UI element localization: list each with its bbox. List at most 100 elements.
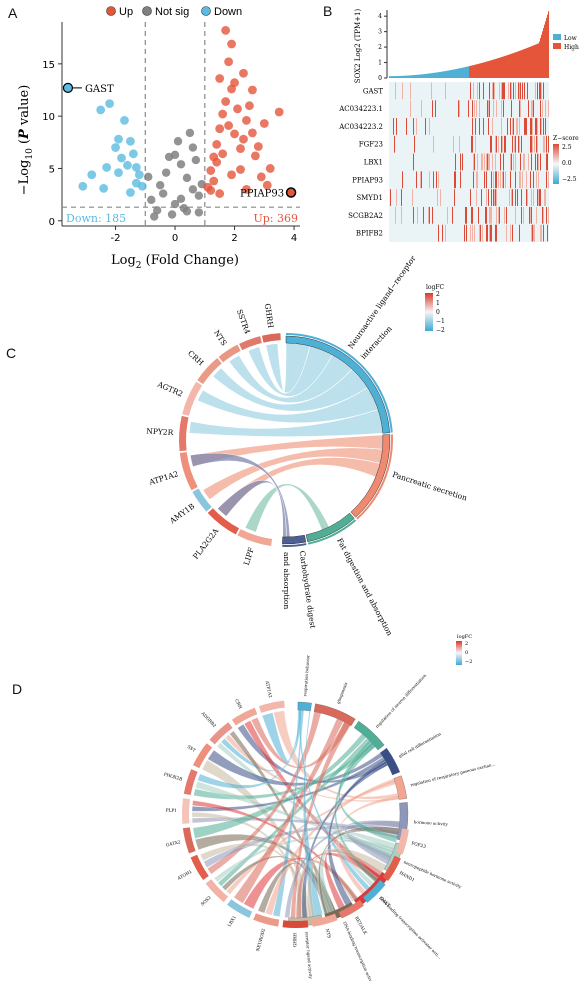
- heatmap-cell: [503, 153, 504, 171]
- expression-bar: [390, 76, 392, 78]
- gene-label: PLP1: [166, 809, 178, 814]
- legend-high-label: High: [564, 44, 579, 51]
- expression-bar: [424, 74, 426, 78]
- expression-bar: [486, 61, 488, 78]
- expression-bar: [448, 70, 450, 78]
- heatmap-cell: [515, 135, 516, 153]
- up-point: [206, 166, 216, 175]
- heatmap-cell: [505, 135, 506, 153]
- term-label: respiration behavior: [302, 655, 310, 697]
- up-point: [245, 101, 254, 111]
- heatmap-cell: [528, 100, 529, 118]
- heatmap-cell: [495, 135, 496, 153]
- heatmap-cell: [458, 100, 459, 118]
- term-label: hormone activity: [414, 819, 449, 826]
- heatmap-cell: [502, 171, 503, 189]
- gene-arc: [253, 913, 280, 927]
- heatmap-cell: [525, 118, 526, 135]
- heatmap-cell: [530, 118, 531, 135]
- legend-low-swatch: [553, 34, 561, 40]
- heatmap-cell: [421, 171, 422, 189]
- heatmap-cell: [526, 118, 527, 135]
- heatmap-cell: [501, 100, 502, 118]
- legend-label: Down: [214, 6, 242, 18]
- gene-arc: [218, 344, 241, 363]
- heatmap-cell: [413, 118, 414, 135]
- expression-bar: [475, 64, 477, 78]
- heatmap-cell: [452, 206, 453, 224]
- heatmap-cell: [541, 82, 542, 100]
- heatmap-cell: [515, 189, 516, 206]
- chord-ribbon: [327, 758, 387, 906]
- heatmap-cell: [521, 206, 522, 224]
- gene-label: ATP1A2: [147, 469, 180, 487]
- expression-bar: [408, 75, 410, 78]
- term-label: receptor ligand activity: [304, 931, 313, 979]
- heatmap-cell: [479, 100, 480, 118]
- heatmap-cell: [502, 135, 503, 153]
- gene-label: AGTR2: [155, 379, 184, 398]
- heatmap-cell: [500, 153, 501, 171]
- expression-bar: [546, 17, 548, 78]
- expression-bar: [417, 74, 419, 78]
- x-tick-label: 0: [172, 233, 178, 244]
- heatmap-cell: [507, 118, 508, 135]
- heatmap-cell: [470, 189, 471, 206]
- heatmap-cell: [499, 206, 500, 224]
- heatmap-cell: [421, 100, 422, 118]
- heatmap-cell: [520, 171, 521, 189]
- expression-bar: [454, 69, 456, 78]
- heatmap-cell: [496, 171, 497, 189]
- heatmap-cell: [534, 224, 535, 242]
- down-point: [105, 99, 114, 108]
- expression-bar: [507, 55, 509, 78]
- up-count: Up: 369: [253, 212, 298, 225]
- pathway-arc: [285, 335, 391, 434]
- heatmap-cell: [521, 189, 522, 206]
- heatmap-cell: [503, 82, 504, 100]
- expression-bar: [472, 65, 474, 78]
- gene-label: HAND1: [398, 871, 415, 884]
- expression-bar: [470, 65, 472, 78]
- heatmap-cell: [483, 118, 484, 135]
- expression-bar: [406, 75, 408, 78]
- up-point: [239, 68, 248, 78]
- heatmap-cell: [416, 171, 417, 189]
- heatmap-cell: [493, 171, 494, 189]
- heatmap-cell: [476, 100, 477, 118]
- heatmap-cell: [537, 82, 538, 100]
- heatmap-cell: [496, 189, 497, 206]
- expression-bar: [394, 76, 396, 78]
- heatmap-cell: [477, 82, 478, 100]
- heatmap-cell: [470, 224, 471, 242]
- up-point: [265, 164, 275, 173]
- expression-bar: [471, 65, 473, 78]
- heatmap-cell: [480, 224, 481, 242]
- heatmap-cell: [490, 135, 491, 153]
- heatmap-cell: [506, 206, 507, 224]
- heatmap-cell: [482, 153, 483, 171]
- notsig-point: [194, 208, 204, 217]
- expression-bar: [538, 43, 540, 78]
- chord-ribbon: [207, 711, 322, 875]
- expression-bar: [439, 72, 441, 78]
- up-point: [212, 140, 222, 149]
- heatmap-cell: [495, 189, 496, 206]
- expression-bar: [428, 73, 430, 78]
- expression-bar: [502, 56, 504, 78]
- expression-bar: [395, 76, 397, 78]
- expression-bar: [490, 60, 492, 78]
- heatmap-cell: [459, 100, 460, 118]
- heatmap-cell: [491, 224, 492, 242]
- heatmap-cell: [521, 135, 522, 153]
- heatmap-cell: [493, 82, 494, 100]
- heatmap-cell: [509, 189, 510, 206]
- term-arc: [379, 747, 401, 776]
- heatmap-cell: [410, 100, 411, 118]
- heatmap-cell: [491, 171, 492, 189]
- term-label: regulation of respiratory gaseous exchan…: [410, 761, 496, 787]
- expression-bar: [493, 59, 495, 78]
- heatmap-cell: [543, 118, 544, 135]
- expression-bar: [451, 69, 453, 78]
- up-point: [227, 170, 236, 180]
